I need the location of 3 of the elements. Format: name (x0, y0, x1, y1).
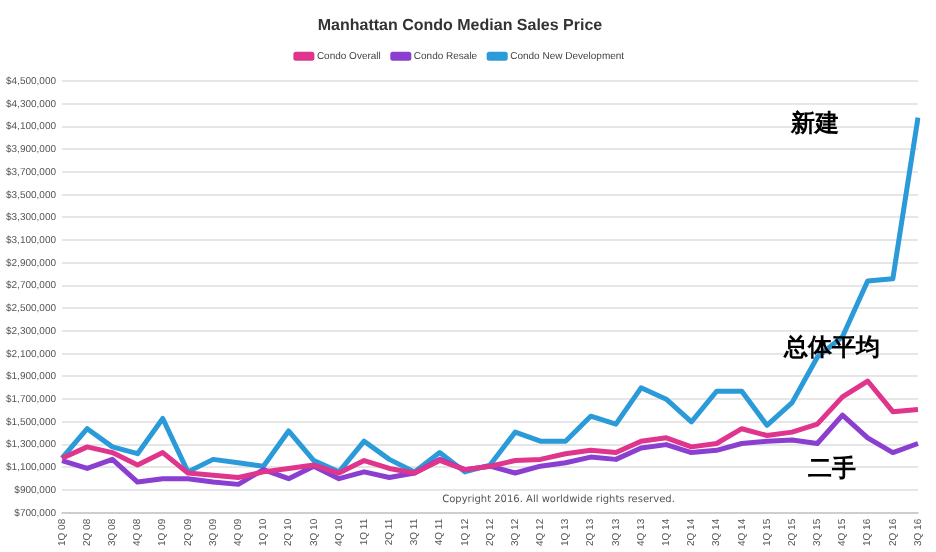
annotation: 二手 (808, 453, 857, 482)
annotation: 新建 (789, 108, 840, 137)
chart-title: Manhattan Condo Median Sales Price (317, 16, 604, 35)
